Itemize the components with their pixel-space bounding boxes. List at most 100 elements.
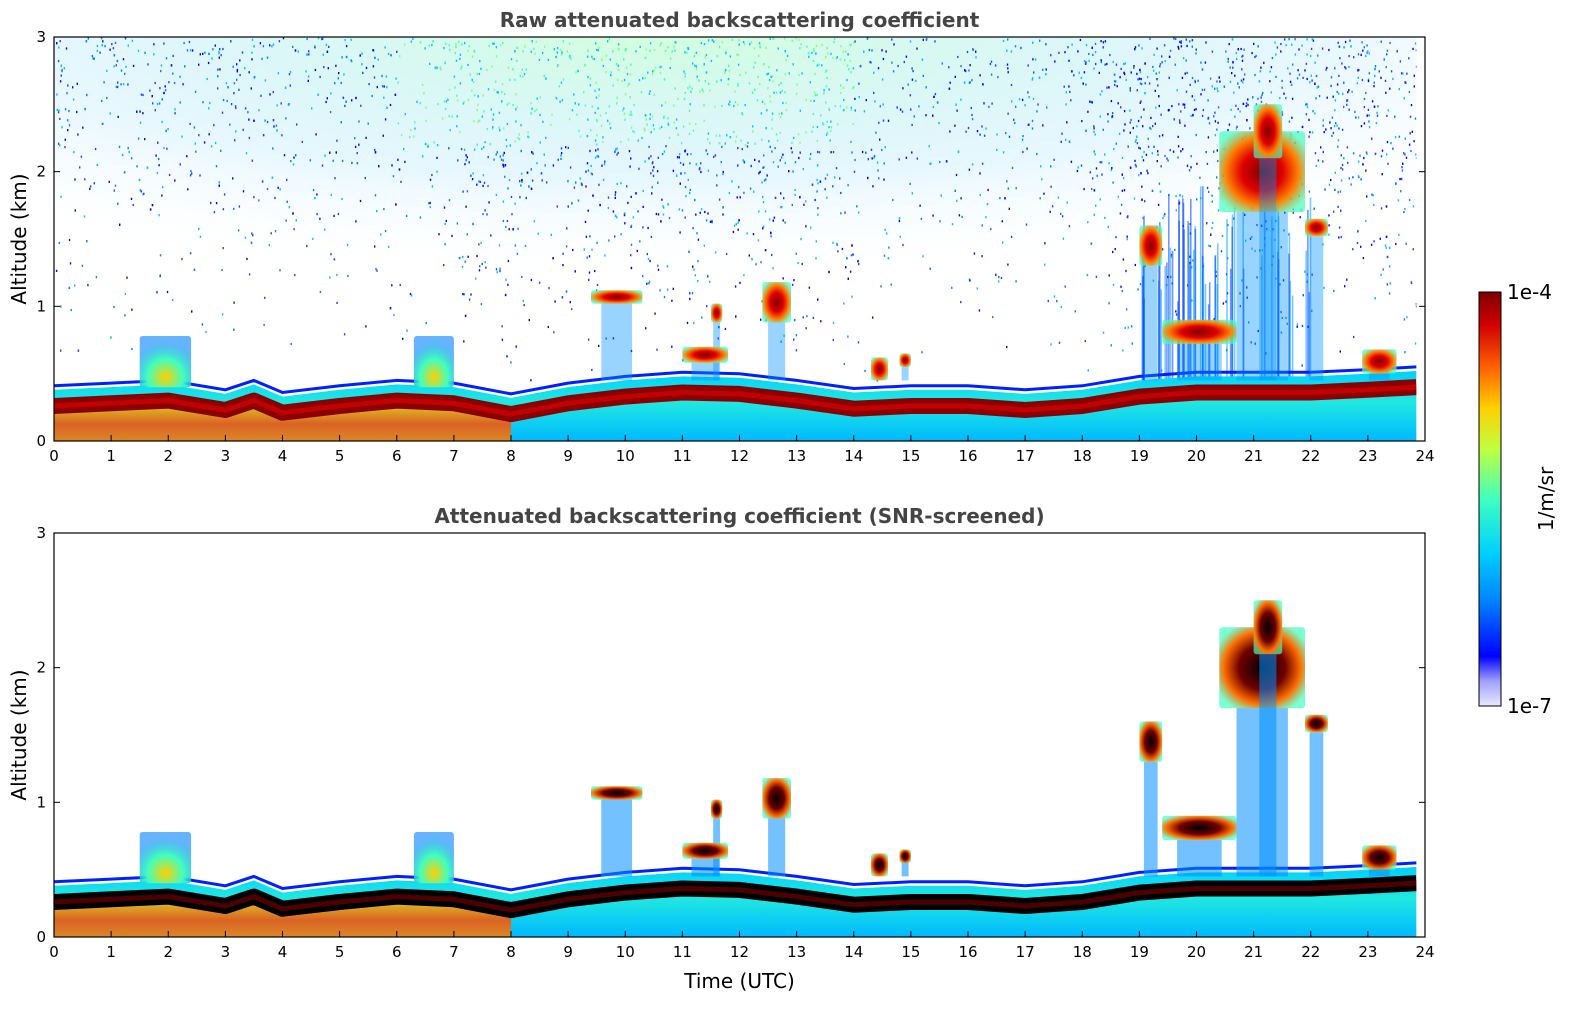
x-tick-label: 15 <box>901 447 920 465</box>
x-tick-label: 13 <box>787 943 806 961</box>
x-tick-label: 7 <box>449 943 459 961</box>
x-tick-label: 9 <box>563 447 573 465</box>
x-tick-label: 19 <box>1130 447 1149 465</box>
x-tick-label: 19 <box>1130 943 1149 961</box>
cloud-column <box>1369 869 1390 877</box>
panel-raw-plot-area <box>54 37 1425 441</box>
x-tick-label: 9 <box>563 943 573 961</box>
x-tick-label: 15 <box>901 943 920 961</box>
x-tick-label: 6 <box>392 943 402 961</box>
panel-raw-y-axis-label: Altitude (km) <box>7 173 31 304</box>
dense-layer-core-highlight <box>54 384 1417 417</box>
x-tick-label: 11 <box>673 943 692 961</box>
x-tick-label: 12 <box>730 447 749 465</box>
cloud-column <box>1369 373 1390 381</box>
cloud-layer <box>1139 225 1163 266</box>
cloud-layer <box>1305 714 1328 733</box>
aerosol-plume <box>413 832 454 884</box>
panel-raw-y-ticks: 0 1 2 3 <box>36 28 1425 450</box>
x-tick-label: 18 <box>1073 943 1092 961</box>
cloud-layer <box>1362 845 1397 870</box>
x-tick-label: 0 <box>49 943 59 961</box>
cloud-column <box>768 818 786 877</box>
y-tick-label: 3 <box>36 28 46 46</box>
x-tick-label: 3 <box>221 447 231 465</box>
x-tick-label: 0 <box>49 447 59 465</box>
cloud-layer <box>1305 218 1328 237</box>
cloud-layer <box>899 849 911 863</box>
features <box>139 104 1397 388</box>
cloud-column <box>901 366 909 381</box>
cloud-layer <box>682 842 729 859</box>
x-tick-label: 22 <box>1301 447 1320 465</box>
x-tick-label: 21 <box>1244 447 1263 465</box>
cloud-column <box>1309 732 1324 877</box>
virga-streaks <box>1141 186 1312 381</box>
panel-raw: Raw attenuated backscattering coefficien… <box>7 8 1435 465</box>
colorbar-gradient <box>1478 291 1502 707</box>
cloud-layer <box>1139 721 1163 762</box>
x-tick-label: 13 <box>787 447 806 465</box>
x-tick-label: 6 <box>392 447 402 465</box>
x-tick-label: 1 <box>106 943 116 961</box>
x-tick-label: 4 <box>278 447 288 465</box>
cloud-layer <box>710 799 723 819</box>
cloud-layer <box>591 290 643 304</box>
panel-screened: Attenuated backscattering coefficient (S… <box>7 504 1435 993</box>
aerosol-plume <box>139 336 192 388</box>
cloud-column <box>1177 344 1222 381</box>
panel-screened-x-axis-label: Time (UTC) <box>683 969 795 993</box>
cloud-layer <box>762 778 791 819</box>
y-tick-label: 2 <box>36 163 46 181</box>
x-tick-label: 16 <box>958 447 977 465</box>
x-tick-label: 23 <box>1358 447 1377 465</box>
x-tick-label: 14 <box>844 447 863 465</box>
x-tick-label: 8 <box>506 943 516 961</box>
aerosol-plume <box>413 336 454 388</box>
x-tick-label: 22 <box>1301 943 1320 961</box>
x-tick-label: 14 <box>844 943 863 961</box>
cloud-layer <box>870 853 888 877</box>
x-tick-label: 4 <box>278 943 288 961</box>
x-tick-label: 5 <box>335 447 345 465</box>
x-tick-label: 24 <box>1415 447 1434 465</box>
y-tick-label: 3 <box>36 524 46 542</box>
cloud-layer <box>591 786 643 800</box>
x-tick-label: 23 <box>1358 943 1377 961</box>
cloud-column <box>601 799 633 877</box>
x-tick-label: 20 <box>1187 943 1206 961</box>
cloud-column <box>1143 265 1158 381</box>
x-tick-label: 17 <box>1016 943 1035 961</box>
cloud-layer <box>1253 600 1283 655</box>
cloud-column <box>1236 212 1288 381</box>
cloud-layer <box>1253 104 1283 159</box>
cloud-layer <box>899 353 911 367</box>
y-tick-label: 2 <box>36 659 46 677</box>
colorbar-max-label: 1e-4 <box>1507 280 1552 304</box>
colorbar: 1e-4 1e-7 1/m/sr <box>1478 280 1558 718</box>
x-tick-label: 16 <box>958 943 977 961</box>
panel-raw-title: Raw attenuated backscattering coefficien… <box>500 8 980 32</box>
cloud-layer <box>870 357 888 381</box>
y-tick-label: 1 <box>36 793 46 811</box>
x-tick-label: 8 <box>506 447 516 465</box>
cloud-layer <box>1219 131 1305 213</box>
cloud-column <box>1177 840 1222 877</box>
cloud-column <box>1259 158 1277 381</box>
cloud-column <box>1143 761 1158 877</box>
cloud-column <box>691 362 719 381</box>
cloud-column <box>1309 236 1324 381</box>
x-tick-label: 18 <box>1073 447 1092 465</box>
x-tick-label: 21 <box>1244 943 1263 961</box>
panel-screened-y-axis-label: Altitude (km) <box>7 669 31 800</box>
x-tick-label: 12 <box>730 943 749 961</box>
cloud-layer <box>710 303 723 323</box>
x-tick-label: 1 <box>106 447 116 465</box>
cloud-layer <box>762 282 791 323</box>
x-tick-label: 20 <box>1187 447 1206 465</box>
x-tick-label: 17 <box>1016 447 1035 465</box>
x-tick-label: 10 <box>616 943 635 961</box>
x-tick-label: 2 <box>163 447 173 465</box>
noise-speckle <box>55 37 1418 384</box>
noise-haze <box>54 37 1417 340</box>
